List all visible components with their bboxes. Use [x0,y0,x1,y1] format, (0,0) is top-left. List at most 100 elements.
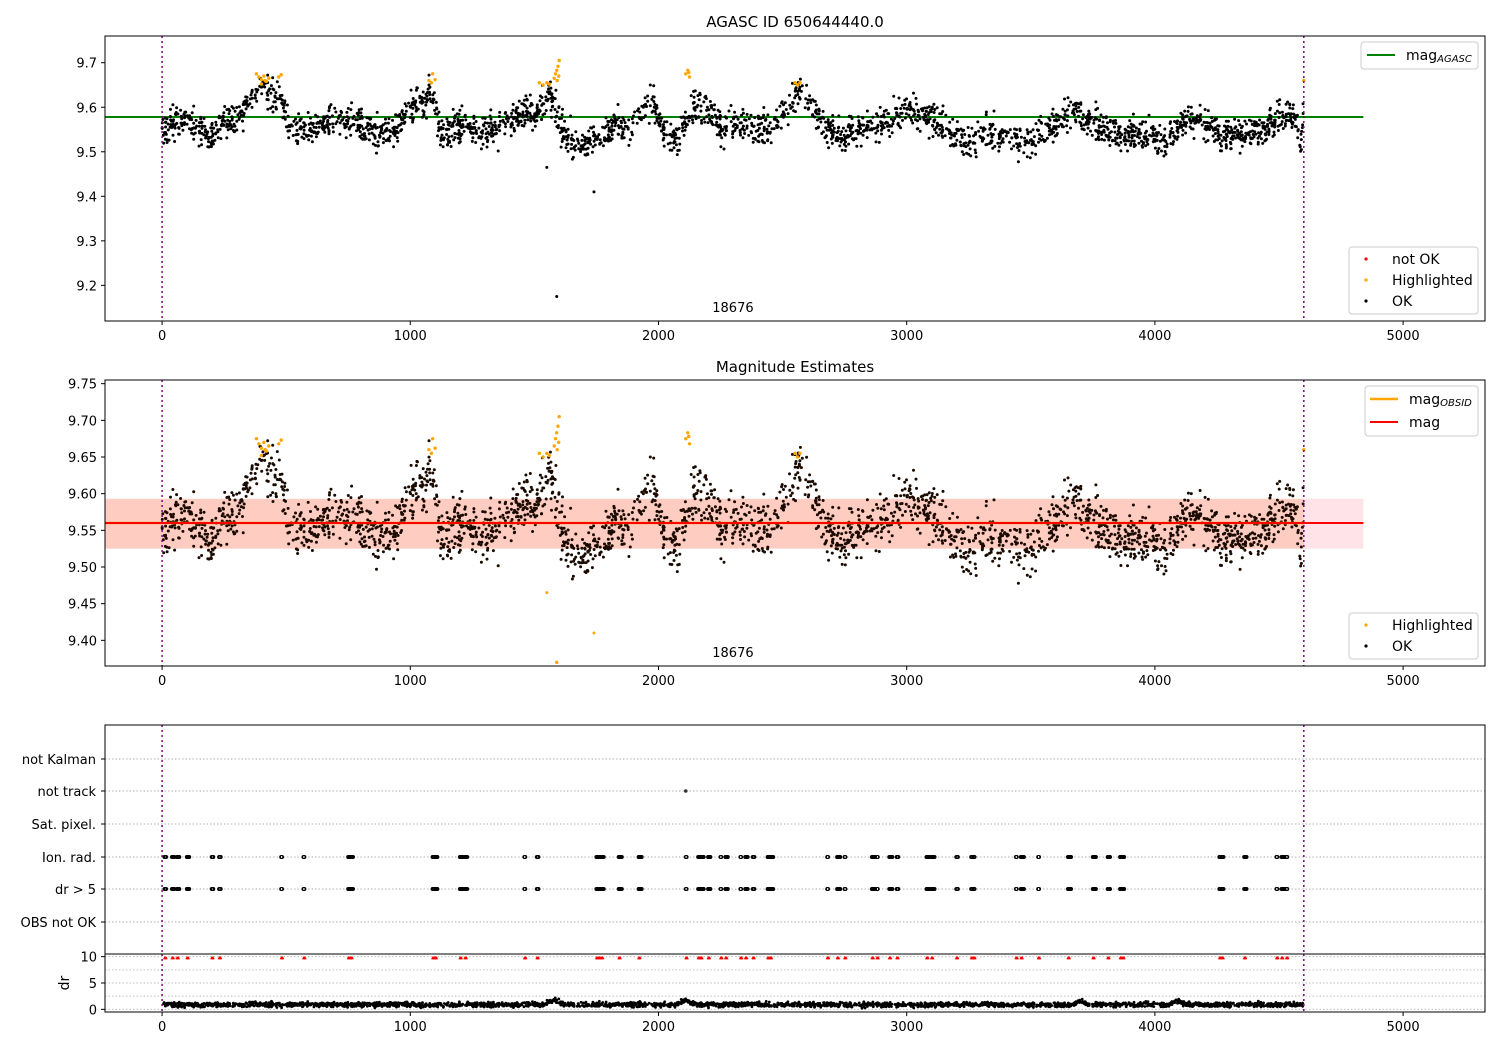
ok-point [1186,491,1190,495]
ok-point [1237,119,1241,123]
ok-point [1225,528,1229,532]
panel-1-line-legend[interactable]: magAGASC [1360,41,1479,70]
ok-point [598,545,602,549]
ok-point [1030,567,1034,571]
ok-point [797,87,801,91]
ok-point [657,113,661,117]
ok-point [461,123,465,126]
ok-point [705,105,709,109]
ok-point [396,114,399,118]
ok-point [1259,544,1263,548]
ok-point [828,524,832,528]
ok-point [813,508,817,512]
ok-point [1102,533,1106,537]
ok-point [859,131,863,135]
ok-point [1231,134,1235,138]
panel-1-point-legend[interactable]: not OK Highlighted OK [1348,246,1479,315]
ok-point [1280,110,1284,114]
ok-point [610,129,614,133]
ok-point [1157,147,1161,150]
ok-point [586,569,590,573]
ok-point [233,124,237,128]
ok-point [503,132,507,136]
ok-point [967,141,971,145]
ok-point [1078,120,1082,124]
ok-point [1012,144,1016,148]
ok-point [440,538,444,542]
ok-point [1170,527,1174,531]
ok-point [882,109,886,113]
ok-point [465,524,468,528]
ok-point [1205,121,1209,124]
ok-point [1191,528,1195,531]
ok-point [1135,540,1139,544]
ok-point [1192,137,1196,140]
panel-1-axes-frame [104,35,1486,322]
ok-point [489,117,493,121]
ok-point [1094,100,1098,104]
ok-point [1261,141,1265,145]
ok-point [1000,529,1004,532]
ok-point [564,130,568,134]
ok-point [165,141,169,144]
ok-point [825,529,829,533]
ok-point [1133,134,1136,137]
ok-point [1275,99,1279,103]
ok-point [643,114,647,118]
legend-label-highlighted: Highlighted [1392,273,1473,289]
ok-point [370,534,374,538]
ok-point [401,118,405,122]
ok-point [227,112,231,116]
ok-point [927,491,931,495]
ok-point [1211,539,1215,543]
ok-point [647,121,651,125]
ok-point [453,132,457,135]
ok-point [941,129,944,133]
ok-point [702,117,706,121]
ok-point [1291,107,1295,111]
ok-point [910,118,913,122]
ok-point [1256,140,1260,144]
ok-point [403,102,407,106]
ok-point [1052,114,1055,118]
ok-point [355,531,358,534]
ok-point [708,482,712,486]
highlighted-point [267,76,271,81]
ok-point [350,101,354,105]
ok-point [1099,533,1103,537]
ok-point [1146,138,1150,141]
ok-point [327,132,331,136]
ok-point [373,540,377,544]
ok-point [297,112,301,116]
ok-point [564,146,568,150]
ok-point [981,127,985,131]
ok-point [283,481,287,485]
ok-point [702,100,706,104]
ok-point [793,476,797,480]
ok-point [1102,546,1106,550]
ok-point [851,123,855,127]
ok-point [646,473,650,477]
ok-point [182,123,186,126]
ok-point [336,116,340,120]
ok-point [1015,133,1019,137]
ok-point [282,115,286,119]
ok-point [861,133,865,137]
ok-point [188,527,191,531]
ok-point [382,543,386,547]
ok-point [1108,555,1112,559]
ok-point [1245,122,1248,126]
ok-point [773,509,777,513]
ok-point [1047,526,1051,530]
ok-point [164,131,168,134]
ok-point [1090,133,1094,137]
ok-point [1029,546,1032,550]
ok-point [1291,488,1295,492]
ok-point [181,128,185,132]
ok-point [522,98,526,102]
ok-point [1162,135,1166,139]
ok-point [435,495,439,498]
ok-point [652,105,656,109]
ok-point [284,524,288,528]
ok-point [761,509,765,513]
